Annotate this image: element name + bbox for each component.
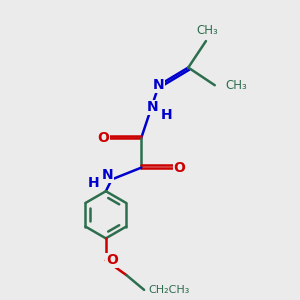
Text: O: O xyxy=(173,161,185,175)
Text: O: O xyxy=(97,131,109,145)
Text: CH₃: CH₃ xyxy=(225,79,247,92)
Text: N: N xyxy=(153,78,165,92)
Text: H: H xyxy=(160,108,172,122)
Text: N: N xyxy=(101,168,113,182)
Text: CH₂CH₃: CH₂CH₃ xyxy=(148,285,190,295)
Text: N: N xyxy=(147,100,159,114)
Text: CH₃: CH₃ xyxy=(196,24,218,37)
Text: O: O xyxy=(106,254,118,267)
Text: H: H xyxy=(88,176,100,190)
